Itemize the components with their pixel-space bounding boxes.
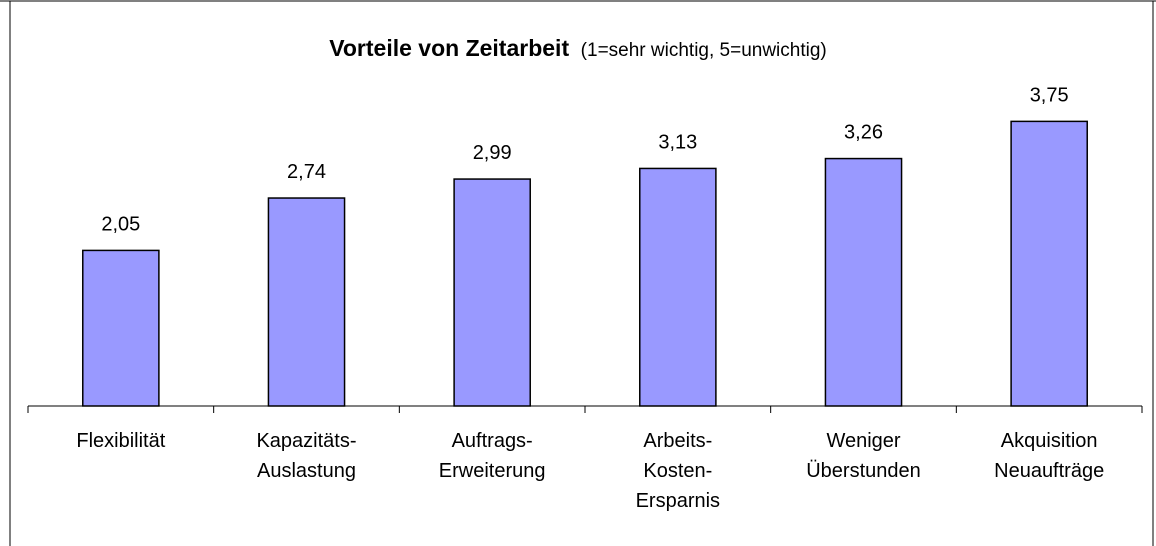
x-tick-label: Weniger Überstunden <box>806 430 921 482</box>
bar <box>453 178 531 407</box>
title: Vorteile von Zeitarbeit <box>329 35 569 61</box>
x-tick-label: Auftrags-Erweiterung <box>439 430 546 482</box>
bar <box>824 157 903 407</box>
value-label: 2,05 <box>101 213 140 235</box>
value-label: 3,13 <box>658 131 697 153</box>
bar <box>1010 120 1088 407</box>
value-label: 2,74 <box>287 161 326 183</box>
x-tick-label: Kapazitäts-Auslastung <box>256 430 356 482</box>
x-tick-label: Flexibilität <box>76 430 165 452</box>
x-tick-label: Arbeits-Kosten-Ersparnis <box>636 430 720 512</box>
bar <box>267 197 346 407</box>
bar <box>639 167 717 407</box>
x-tick-label: Akquisition Neuaufträge <box>994 430 1104 482</box>
bar <box>82 249 160 407</box>
chart-title: Vorteile von Zeitarbeit (1=sehr wichtig,… <box>329 35 827 61</box>
value-label: 3,26 <box>844 122 883 144</box>
subtitle: (1=sehr wichtig, 5=unwichtig) <box>581 40 827 61</box>
value-label: 3,75 <box>1030 84 1069 106</box>
value-label: 2,99 <box>473 142 512 164</box>
